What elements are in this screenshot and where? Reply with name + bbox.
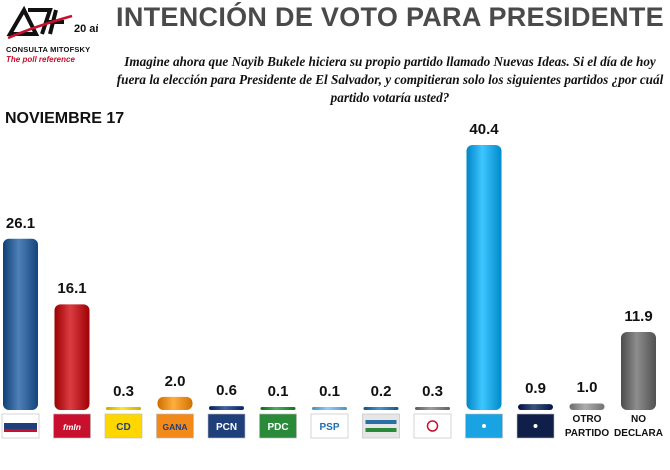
consulta-mitofsky-logo: 20 años CONSULTA MITOFSKY The poll refer… — [4, 4, 100, 66]
data-label: 26.1 — [5, 214, 36, 232]
nuevas-ideas-logo-icon — [465, 413, 503, 439]
partido-emblem-logo-icon — [413, 413, 452, 439]
pdc-logo-icon — [259, 413, 297, 439]
bar-psp — [312, 407, 347, 410]
bar-pcn — [209, 406, 244, 410]
gana-logo-icon — [156, 413, 194, 439]
data-label: 2.0 — [164, 372, 186, 390]
fmln-logo-icon — [53, 413, 91, 439]
bar-pdc — [260, 407, 296, 410]
data-label: 1.0 — [576, 379, 598, 397]
party-logo-text: PSP — [319, 422, 339, 433]
psp-logo-icon — [310, 413, 349, 439]
bar-partido-dark — [518, 404, 553, 410]
bar-no-declara — [621, 331, 656, 410]
party-logo-text: CD — [116, 422, 130, 433]
bar-cd — [106, 407, 141, 410]
data-label: 11.9 — [624, 307, 653, 325]
bar-partido-emblem — [415, 407, 450, 410]
bar-otro-partido — [569, 403, 605, 410]
bar-gana — [157, 396, 193, 410]
data-label: 0.3 — [422, 383, 443, 400]
bar-arena — [3, 238, 38, 410]
bar-nuevas-ideas — [466, 145, 502, 410]
category-label: NO DECLARA — [614, 414, 663, 439]
category-label: OTRO PARTIDO — [564, 414, 610, 439]
logo-name: CONSULTA MITOFSKY — [6, 45, 91, 54]
data-label: 0.6 — [216, 382, 237, 400]
arena-logo-icon — [1, 413, 40, 439]
data-label: 0.1 — [267, 383, 289, 400]
data-label: 40.4 — [469, 121, 499, 138]
mitofsky-emblem-icon: 20 años — [6, 5, 98, 40]
party-logo-text: GANA — [162, 422, 187, 432]
data-label: 0.9 — [525, 380, 546, 398]
partido-dark-logo-icon — [516, 413, 555, 439]
party-logo-text: fmln — [63, 422, 81, 432]
democracia-salvadore-a-logo-icon — [362, 413, 400, 439]
party-logo-text: PCN — [216, 422, 237, 433]
data-label: 0.2 — [370, 383, 392, 400]
date-label: NOVIEMBRE 17 — [5, 110, 125, 127]
logo-tagline: The poll reference — [6, 55, 75, 64]
chart-title: INTENCIÓN DE VOTO PARA PRESIDENTE — [116, 2, 664, 32]
pcn-logo-icon — [207, 413, 246, 439]
data-label: 16.1 — [57, 280, 87, 298]
survey-question: Imagine ahora que Nayib Bukele hiciera s… — [116, 54, 664, 105]
data-label: 0.1 — [319, 383, 340, 400]
data-label: 0.3 — [113, 383, 134, 400]
cd-logo-icon — [104, 413, 143, 439]
bar-fmln — [54, 304, 90, 410]
anniversary-badge: 20 años — [74, 23, 98, 35]
bar-democracia-salvadore-a — [363, 407, 399, 410]
party-logo-text: PDC — [267, 422, 288, 433]
